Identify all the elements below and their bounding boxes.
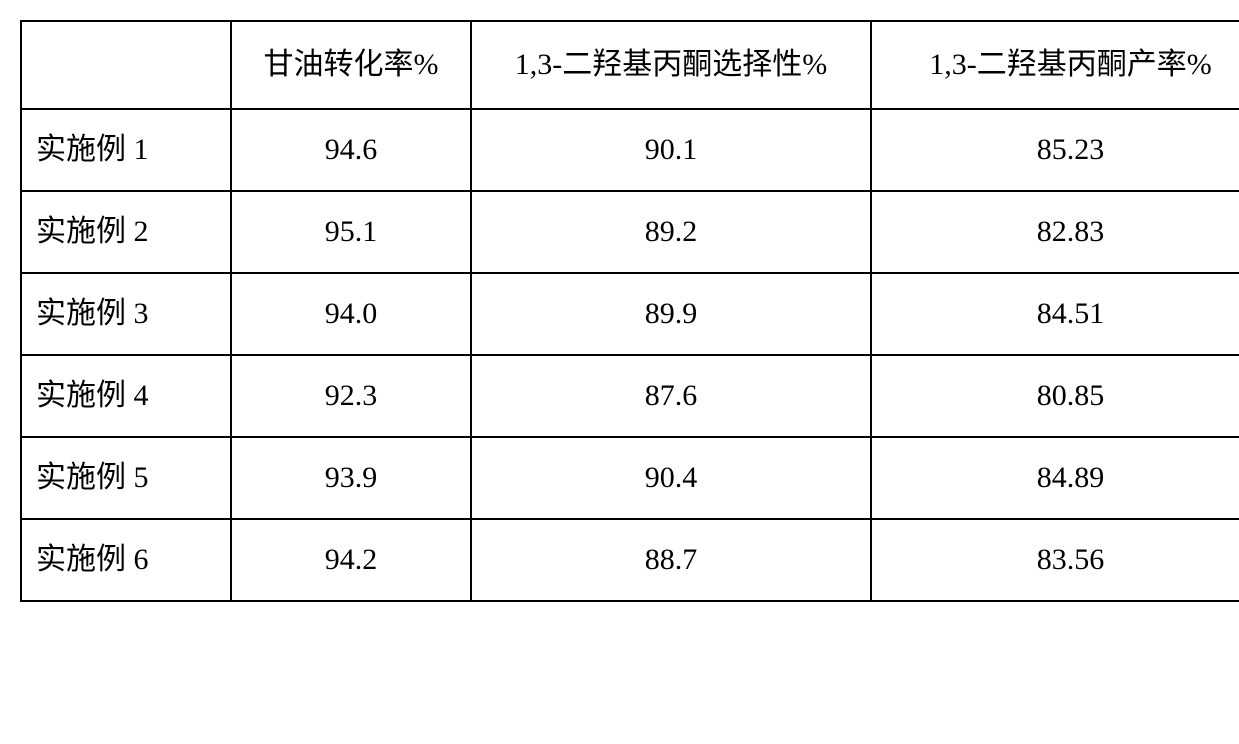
header-row: 甘油转化率% 1,3-二羟基丙酮选择性% 1,3-二羟基丙酮产率%: [21, 21, 1239, 109]
table-row: 实施例 6 94.2 88.7 83.56: [21, 519, 1239, 601]
cell-yield: 80.85: [871, 355, 1239, 437]
cell-conversion: 93.9: [231, 437, 471, 519]
cell-selectivity: 90.1: [471, 109, 871, 191]
cell-conversion: 95.1: [231, 191, 471, 273]
cell-yield: 84.89: [871, 437, 1239, 519]
cell-yield: 85.23: [871, 109, 1239, 191]
row-label: 实施例 3: [21, 273, 231, 355]
table-header: 甘油转化率% 1,3-二羟基丙酮选择性% 1,3-二羟基丙酮产率%: [21, 21, 1239, 109]
row-label: 实施例 2: [21, 191, 231, 273]
table-row: 实施例 5 93.9 90.4 84.89: [21, 437, 1239, 519]
table-row: 实施例 3 94.0 89.9 84.51: [21, 273, 1239, 355]
table-row: 实施例 4 92.3 87.6 80.85: [21, 355, 1239, 437]
cell-yield: 82.83: [871, 191, 1239, 273]
cell-conversion: 94.0: [231, 273, 471, 355]
cell-selectivity: 87.6: [471, 355, 871, 437]
row-label: 实施例 5: [21, 437, 231, 519]
row-label: 实施例 4: [21, 355, 231, 437]
cell-conversion: 92.3: [231, 355, 471, 437]
cell-yield: 84.51: [871, 273, 1239, 355]
header-conversion: 甘油转化率%: [231, 21, 471, 109]
cell-yield: 83.56: [871, 519, 1239, 601]
table-body: 实施例 1 94.6 90.1 85.23 实施例 2 95.1 89.2 82…: [21, 109, 1239, 601]
cell-selectivity: 88.7: [471, 519, 871, 601]
cell-conversion: 94.6: [231, 109, 471, 191]
header-yield: 1,3-二羟基丙酮产率%: [871, 21, 1239, 109]
header-selectivity: 1,3-二羟基丙酮选择性%: [471, 21, 871, 109]
results-table: 甘油转化率% 1,3-二羟基丙酮选择性% 1,3-二羟基丙酮产率% 实施例 1 …: [20, 20, 1239, 602]
table-row: 实施例 2 95.1 89.2 82.83: [21, 191, 1239, 273]
cell-selectivity: 90.4: [471, 437, 871, 519]
cell-selectivity: 89.9: [471, 273, 871, 355]
cell-conversion: 94.2: [231, 519, 471, 601]
table-row: 实施例 1 94.6 90.1 85.23: [21, 109, 1239, 191]
header-empty: [21, 21, 231, 109]
row-label: 实施例 6: [21, 519, 231, 601]
row-label: 实施例 1: [21, 109, 231, 191]
cell-selectivity: 89.2: [471, 191, 871, 273]
